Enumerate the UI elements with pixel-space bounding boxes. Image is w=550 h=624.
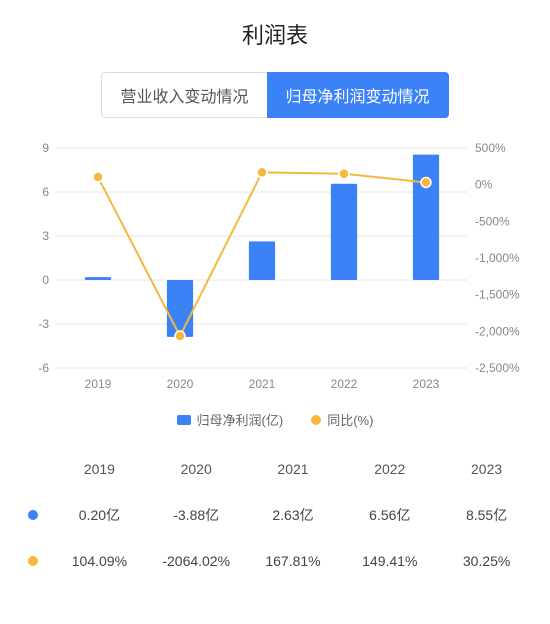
table-header-row: 2019 2020 2021 2022 2023	[15, 447, 535, 491]
table-header-cell: 2023	[438, 461, 535, 477]
table-cell: -3.88亿	[148, 505, 245, 525]
svg-text:-2,500%: -2,500%	[475, 361, 520, 375]
table-cell: 8.55亿	[438, 505, 535, 525]
legend-bar-label: 归母净利润(亿)	[197, 410, 284, 429]
table-cell: 167.81%	[245, 553, 342, 569]
svg-text:-1,000%: -1,000%	[475, 251, 520, 265]
data-table: 2019 2020 2021 2022 2023 0.20亿 -3.88亿 2.…	[15, 447, 535, 583]
table-row-line: 104.09% -2064.02% 167.81% 149.41% 30.25%	[15, 539, 535, 583]
table-cell: 104.09%	[51, 553, 148, 569]
profit-chart: -6 -3 0 3 6 9 -2,500% -2,000% -1,500% -1,000% -500…	[15, 138, 535, 398]
chart-legend: 归母净利润(亿) 同比(%)	[0, 410, 550, 429]
legend-bar: 归母净利润(亿)	[177, 410, 284, 429]
svg-text:500%: 500%	[475, 141, 506, 155]
table-cell: -2064.02%	[148, 553, 245, 569]
tab-group: 营业收入变动情况 归母净利润变动情况	[0, 72, 550, 118]
svg-text:6: 6	[42, 185, 49, 199]
dot-icon	[28, 510, 38, 520]
legend-line: 同比(%)	[311, 410, 373, 429]
svg-text:-1,500%: -1,500%	[475, 288, 520, 302]
svg-text:3: 3	[42, 229, 49, 243]
svg-text:2020: 2020	[167, 377, 194, 391]
table-cell: 149.41%	[341, 553, 438, 569]
tab-revenue[interactable]: 营业收入变动情况	[101, 72, 266, 118]
chart-area: -6 -3 0 3 6 9 -2,500% -2,000% -1,500% -1,000% -500…	[15, 138, 535, 398]
svg-text:-2,000%: -2,000%	[475, 324, 520, 338]
table-cell: 2.63亿	[245, 505, 342, 525]
svg-text:0%: 0%	[475, 178, 493, 192]
svg-text:2021: 2021	[249, 377, 276, 391]
svg-text:2023: 2023	[413, 377, 440, 391]
legend-bar-swatch	[177, 415, 191, 425]
table-line-marker	[15, 553, 51, 569]
page-title: 利润表	[0, 0, 550, 72]
tab-net-profit[interactable]: 归母净利润变动情况	[267, 72, 449, 118]
table-cell: 6.56亿	[341, 505, 438, 525]
svg-text:-500%: -500%	[475, 214, 510, 228]
table-header-cell: 2022	[341, 461, 438, 477]
svg-text:-6: -6	[38, 361, 49, 375]
legend-line-swatch	[311, 415, 321, 425]
svg-text:2022: 2022	[331, 377, 358, 391]
table-bar-marker	[15, 507, 51, 523]
svg-text:0: 0	[42, 273, 49, 287]
legend-line-label: 同比(%)	[327, 410, 373, 429]
table-row-bar: 0.20亿 -3.88亿 2.63亿 6.56亿 8.55亿	[15, 491, 535, 539]
table-cell: 30.25%	[438, 553, 535, 569]
table-cell: 0.20亿	[51, 505, 148, 525]
svg-text:9: 9	[42, 141, 49, 155]
table-header-cell: 2021	[245, 461, 342, 477]
table-header-cell: 2019	[51, 461, 148, 477]
dot-icon	[28, 556, 38, 566]
svg-text:2019: 2019	[85, 377, 112, 391]
table-header-cell: 2020	[148, 461, 245, 477]
svg-text:-3: -3	[38, 317, 49, 331]
